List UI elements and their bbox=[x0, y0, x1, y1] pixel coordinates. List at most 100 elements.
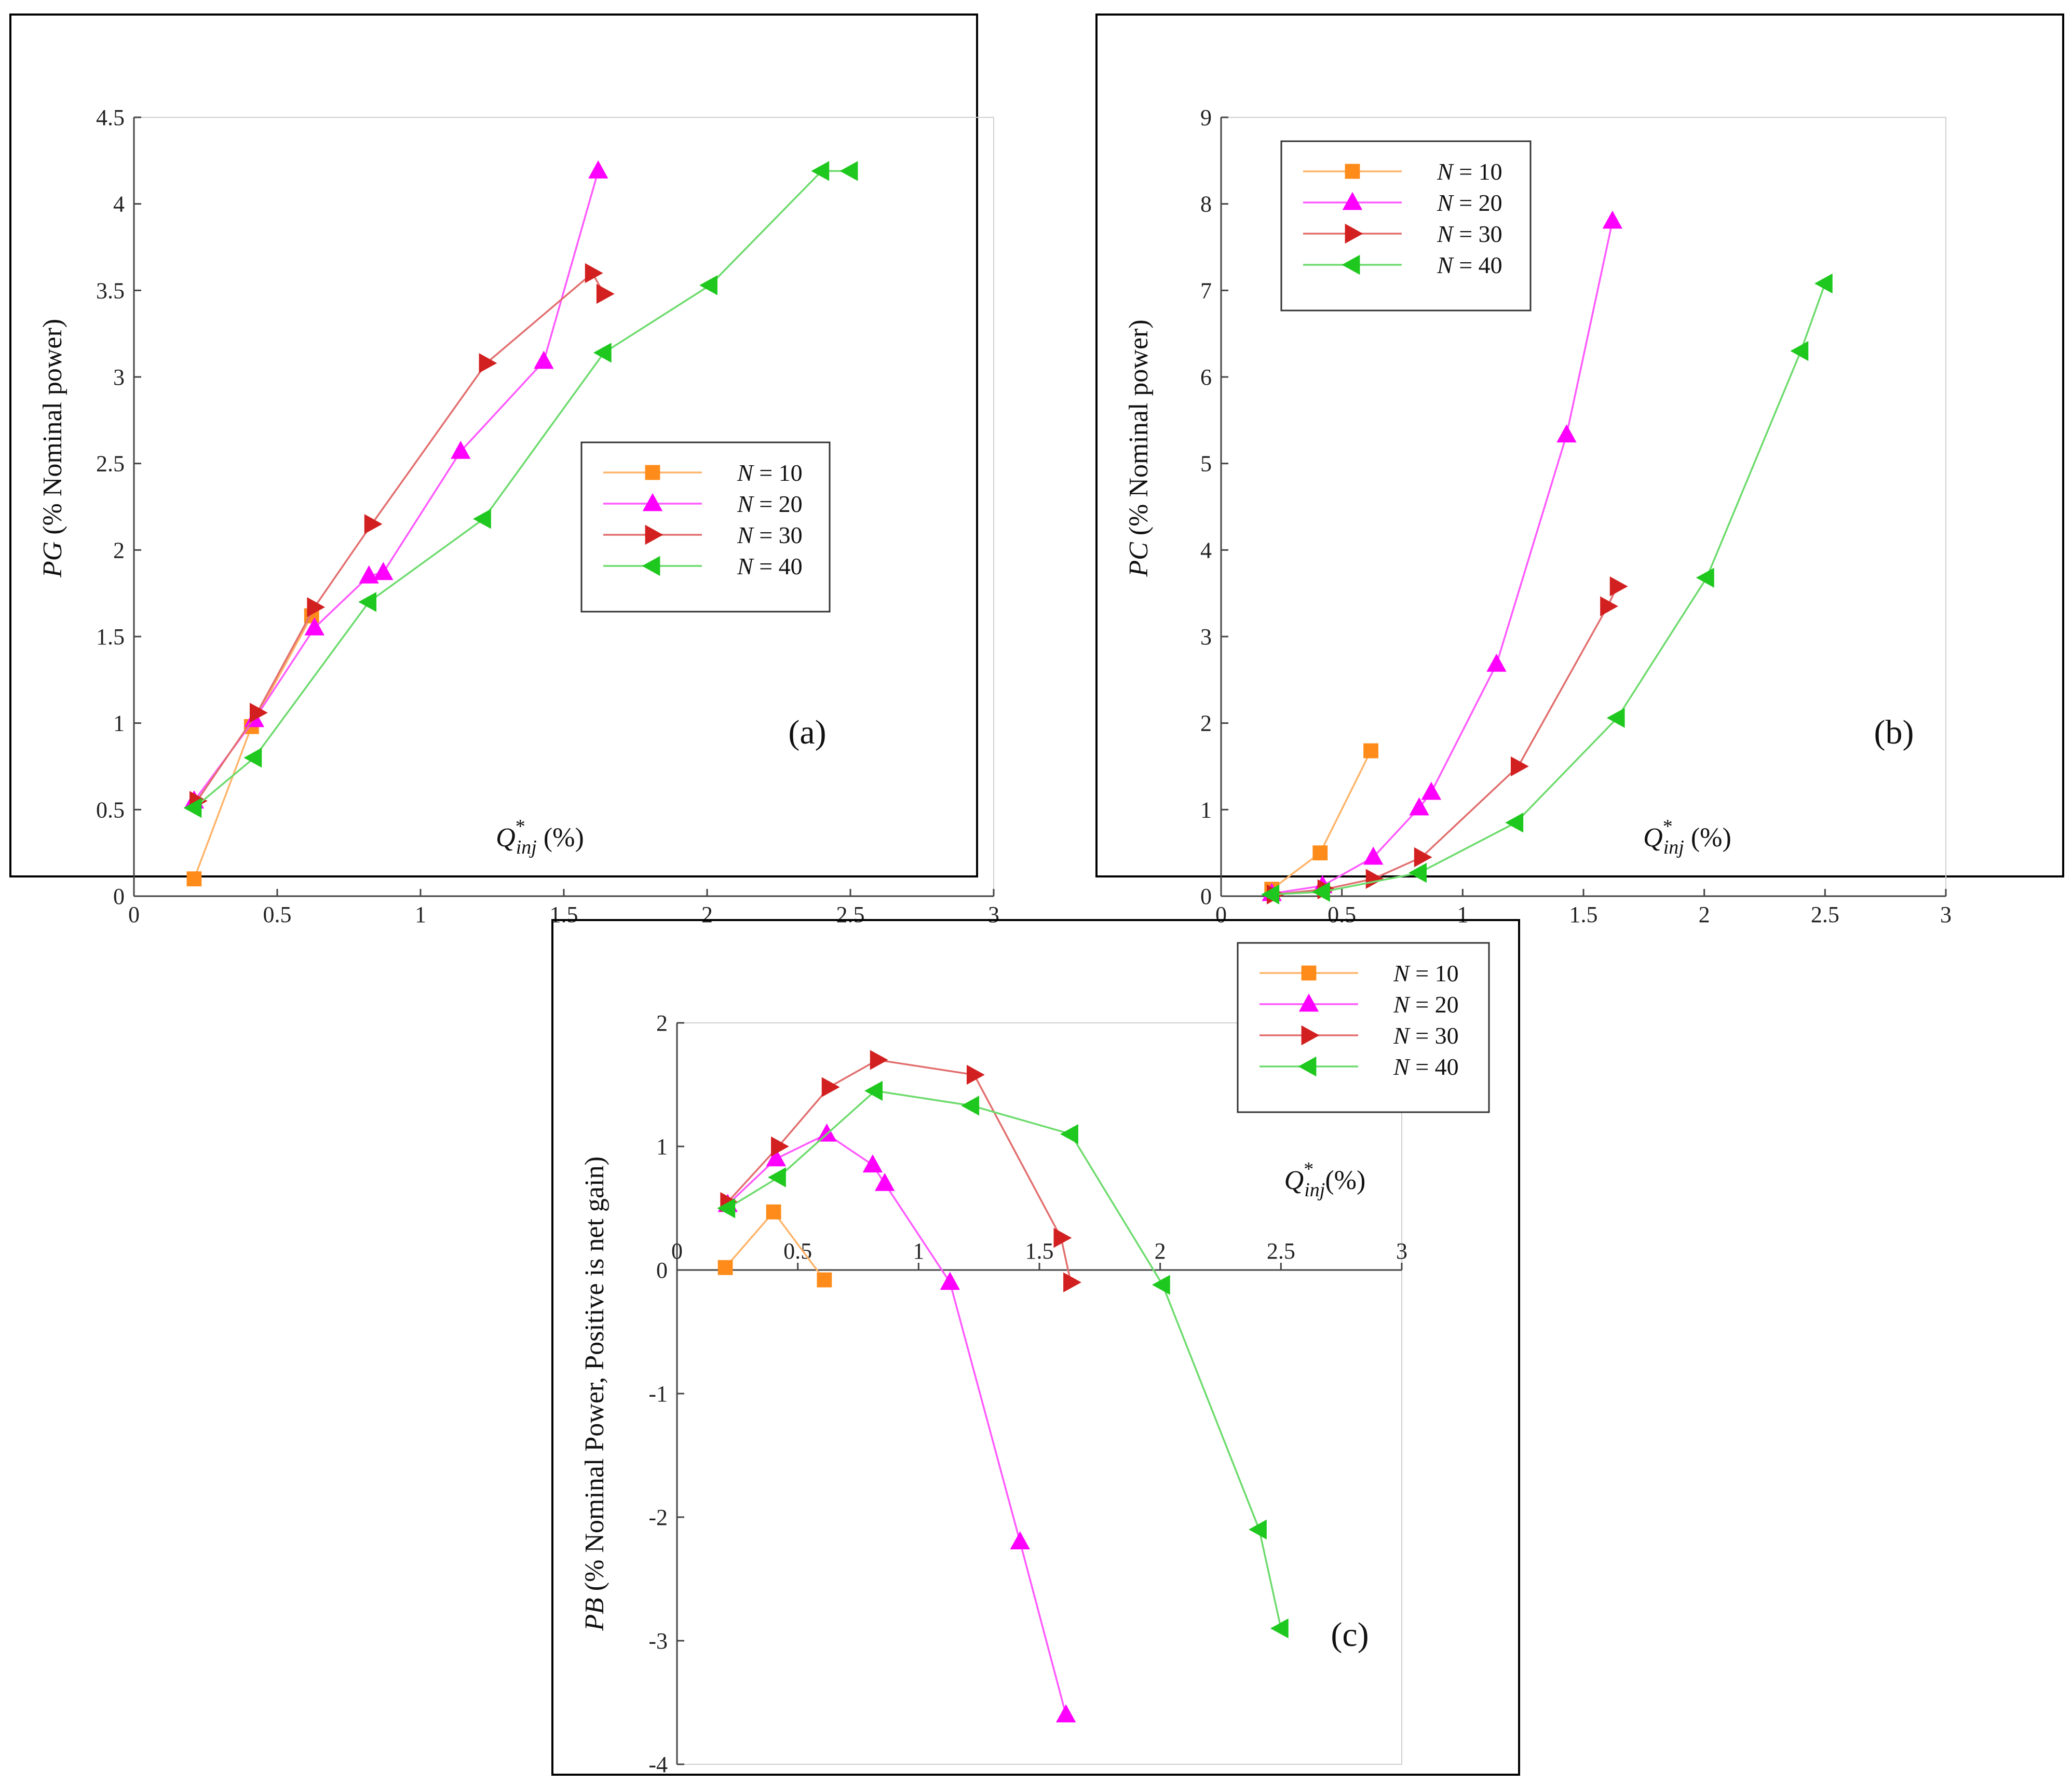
legend-label: N = 20 bbox=[1437, 190, 1502, 216]
data-point bbox=[451, 440, 471, 459]
data-point bbox=[588, 160, 608, 179]
data-point bbox=[940, 1272, 960, 1290]
x-axis-label: Q* inj (%) bbox=[1643, 816, 1731, 858]
data-point bbox=[811, 161, 830, 181]
series-line bbox=[727, 1133, 1067, 1716]
x-tick-label: 2.5 bbox=[836, 902, 865, 927]
legend-marker bbox=[642, 556, 660, 576]
data-point bbox=[1365, 869, 1384, 889]
data-point bbox=[1363, 743, 1378, 759]
data-point bbox=[1421, 781, 1442, 800]
data-point bbox=[1505, 813, 1524, 833]
data-point bbox=[596, 283, 615, 304]
x-tick-label: 2.5 bbox=[1811, 902, 1839, 927]
data-point bbox=[1270, 1618, 1289, 1639]
data-point bbox=[1600, 596, 1618, 616]
y-tick-label: 4.5 bbox=[96, 105, 125, 130]
y-tick-label: 3 bbox=[1200, 624, 1212, 650]
y-tick-label: 8 bbox=[1200, 192, 1212, 217]
y-tick-label: -1 bbox=[648, 1381, 668, 1407]
legend-label: N = 20 bbox=[1393, 991, 1459, 1018]
data-point bbox=[1063, 1272, 1081, 1292]
y-axis-label: PG (% Nominal power) bbox=[38, 319, 67, 578]
data-point bbox=[961, 1096, 980, 1116]
legend-label: N = 30 bbox=[1437, 221, 1502, 247]
legend-label: N = 30 bbox=[737, 522, 803, 548]
x-tick-label: 1 bbox=[415, 902, 426, 927]
x-tick-label: 1 bbox=[913, 1238, 924, 1264]
data-point bbox=[1249, 1519, 1267, 1539]
y-tick-label: 5 bbox=[1200, 451, 1212, 477]
data-point bbox=[862, 1154, 883, 1173]
panel-label: (c) bbox=[1331, 1616, 1369, 1654]
data-point bbox=[1060, 1124, 1078, 1144]
legend-marker bbox=[1301, 965, 1317, 981]
data-point bbox=[1152, 1275, 1170, 1295]
chart-b: 0 0.5 1 1.5 2 2.5 3 0 1 2 3 4 5 6 7 8 9 Q* inj (%) PC (% No… bbox=[1095, 13, 2064, 927]
data-point bbox=[1055, 1704, 1076, 1723]
data-point bbox=[966, 1064, 985, 1085]
legend-marker bbox=[1342, 192, 1363, 210]
y-tick-label: 2.5 bbox=[96, 451, 125, 477]
y-tick-label: 3 bbox=[113, 364, 125, 390]
legend-marker bbox=[1298, 1056, 1317, 1077]
data-point bbox=[768, 1167, 786, 1187]
legend-box bbox=[1237, 942, 1490, 1113]
y-tick-label: 2 bbox=[1200, 711, 1212, 736]
panel-frame bbox=[9, 13, 978, 877]
series-line bbox=[1271, 283, 1826, 896]
y-tick-label: 0.5 bbox=[96, 797, 125, 822]
legend: N = 10 N = 20 N = 30 N = 40 bbox=[1237, 942, 1490, 1113]
y-tick-label: 2 bbox=[656, 1010, 668, 1036]
x-tick-label: 3 bbox=[1940, 902, 1952, 927]
x-tick-label: 2.5 bbox=[1267, 1238, 1295, 1264]
legend: N = 10 N = 20 N = 30 N = 40 bbox=[1280, 140, 1532, 312]
data-point bbox=[479, 353, 497, 373]
legend: N = 10 N = 20 N = 30 N = 40 bbox=[580, 441, 831, 613]
data-point bbox=[1486, 653, 1507, 672]
y-tick-label: 0 bbox=[1200, 884, 1212, 909]
y-tick-label: 3.5 bbox=[96, 278, 125, 303]
y-tick-label: 6 bbox=[1200, 364, 1212, 390]
x-tick-label: 2 bbox=[1699, 902, 1710, 927]
y-tick-label: -4 bbox=[648, 1752, 668, 1777]
x-axis-label: Q* inj (%) bbox=[496, 816, 584, 858]
data-point bbox=[593, 343, 612, 363]
x-axis-label: Q* inj(%) bbox=[1284, 1158, 1366, 1201]
data-point bbox=[1312, 882, 1330, 902]
panel-label: (a) bbox=[788, 713, 826, 751]
chart-c: 0 0.5 1 1.5 2 2.5 3 -4 -3 -2 -1 0 1 2 Q* inj(%) PB (% No… bbox=[551, 919, 1520, 1777]
data-point bbox=[243, 748, 262, 768]
data-point bbox=[1053, 1227, 1072, 1248]
y-tick-label: -3 bbox=[648, 1628, 668, 1654]
data-point bbox=[364, 514, 383, 534]
data-point bbox=[1556, 424, 1577, 443]
legend-label: N = 20 bbox=[737, 491, 803, 517]
data-point bbox=[1409, 797, 1429, 816]
legend-marker bbox=[645, 465, 660, 480]
series-line bbox=[193, 170, 599, 802]
legend-marker bbox=[1298, 993, 1319, 1012]
data-point bbox=[1010, 1531, 1030, 1549]
data-point bbox=[1606, 708, 1625, 728]
data-point bbox=[585, 263, 603, 283]
data-point bbox=[1261, 884, 1280, 904]
legend-label: N = 10 bbox=[1437, 158, 1502, 185]
series-n40 bbox=[717, 1080, 1289, 1639]
x-tick-label: 0 bbox=[1215, 902, 1227, 927]
x-tick-label: 1 bbox=[1457, 902, 1468, 927]
data-point bbox=[1312, 845, 1328, 861]
data-point bbox=[817, 1272, 832, 1288]
x-tick-label: 1.5 bbox=[1569, 902, 1598, 927]
legend-marker bbox=[645, 524, 663, 545]
y-tick-label: 1.5 bbox=[96, 624, 125, 650]
data-point bbox=[1814, 273, 1833, 294]
y-tick-label: 4 bbox=[113, 192, 125, 217]
legend-marker bbox=[1345, 164, 1360, 179]
data-point bbox=[304, 617, 324, 636]
y-tick-label: 0 bbox=[113, 884, 125, 909]
x-tick-label: 0 bbox=[128, 902, 140, 927]
data-point bbox=[1790, 341, 1809, 361]
data-point bbox=[864, 1080, 883, 1101]
